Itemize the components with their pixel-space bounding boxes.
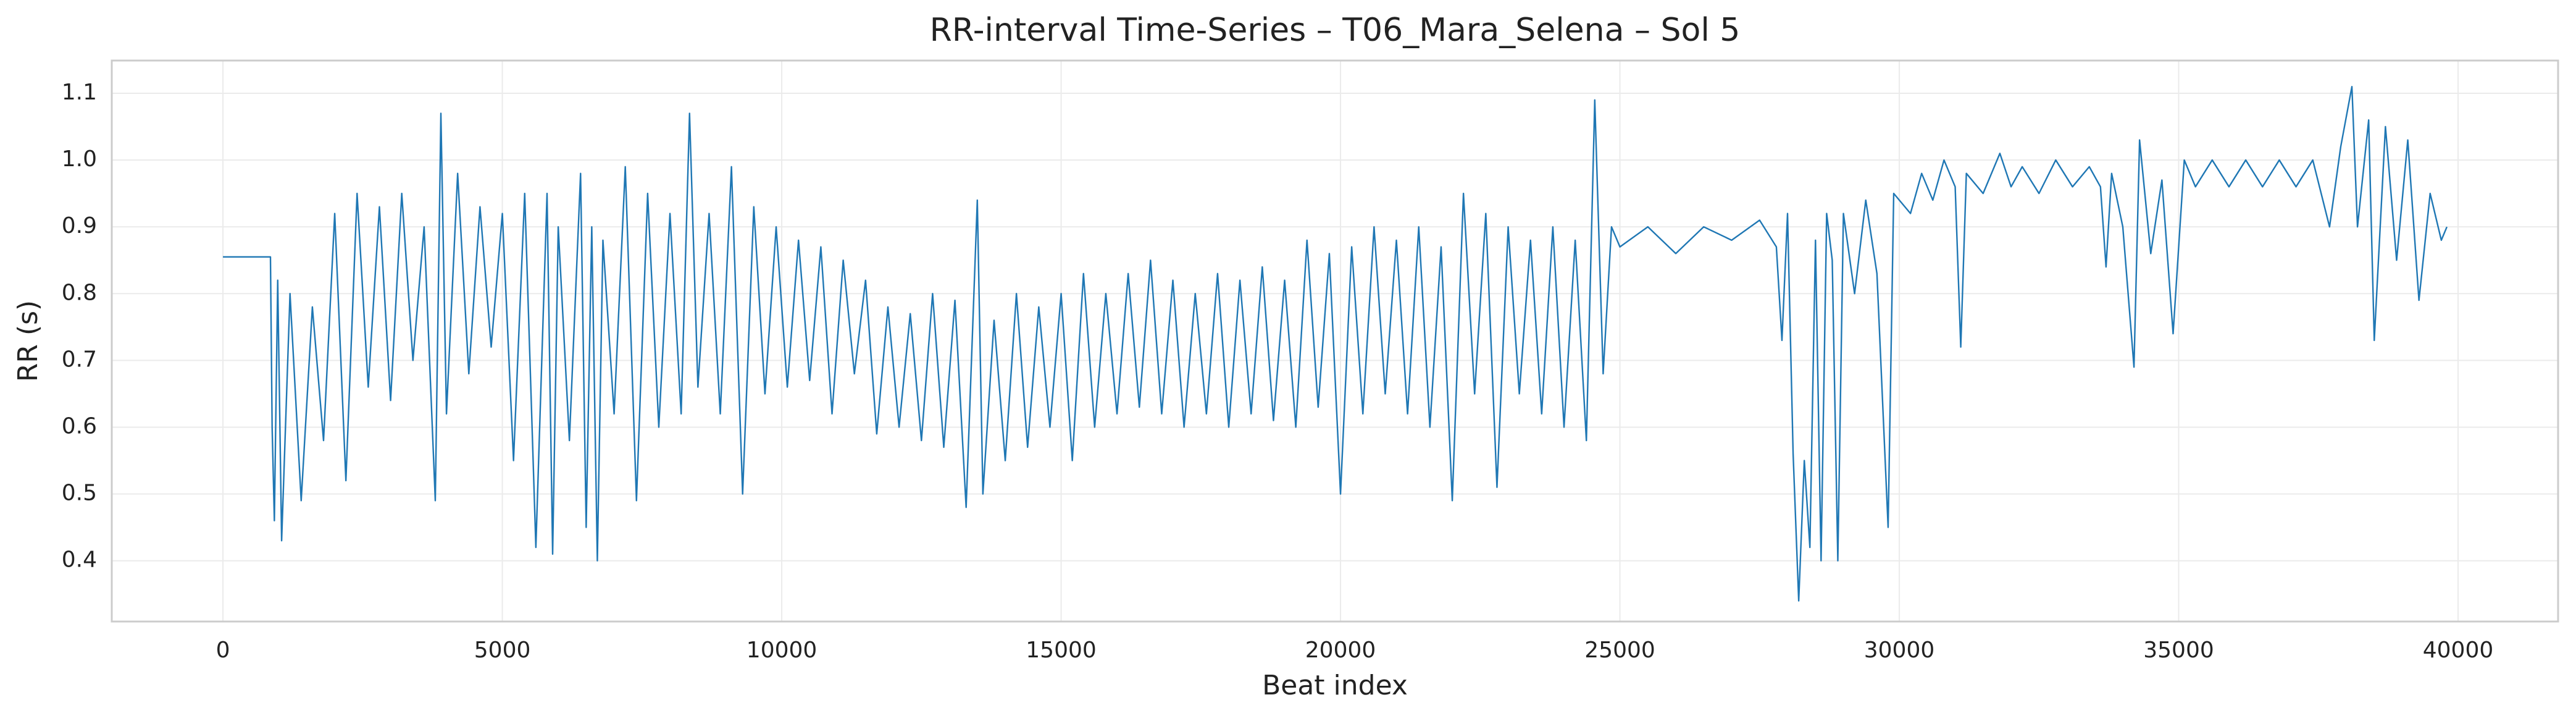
x-axis-label: Beat index [1262,670,1408,701]
x-tick-label: 30000 [1864,638,1935,663]
x-tick-label: 25000 [1584,638,1655,663]
y-tick-label: 0.8 [62,280,97,305]
x-tick-label: 35000 [2143,638,2214,663]
plot-frame [111,59,2559,623]
data-line [223,85,2448,602]
y-tick-label: 1.0 [62,146,97,172]
x-tick-label: 10000 [746,638,818,663]
y-tick-label: 0.5 [62,481,97,506]
y-tick-label: 0.6 [62,413,97,439]
y-tick-label: 0.7 [62,347,97,372]
x-tick-label: 5000 [474,638,531,663]
x-tick-label: 15000 [1026,638,1097,663]
x-tick-label: 0 [216,638,230,663]
x-tick-label: 20000 [1305,638,1376,663]
y-axis-label: RR (s) [12,300,44,382]
chart-title: RR-interval Time-Series – T06_Mara_Selen… [930,12,1741,49]
y-tick-label: 1.1 [62,80,97,105]
y-tick-label: 0.4 [62,547,97,573]
x-tick-label: 40000 [2423,638,2494,663]
y-tick-label: 0.9 [62,213,97,238]
